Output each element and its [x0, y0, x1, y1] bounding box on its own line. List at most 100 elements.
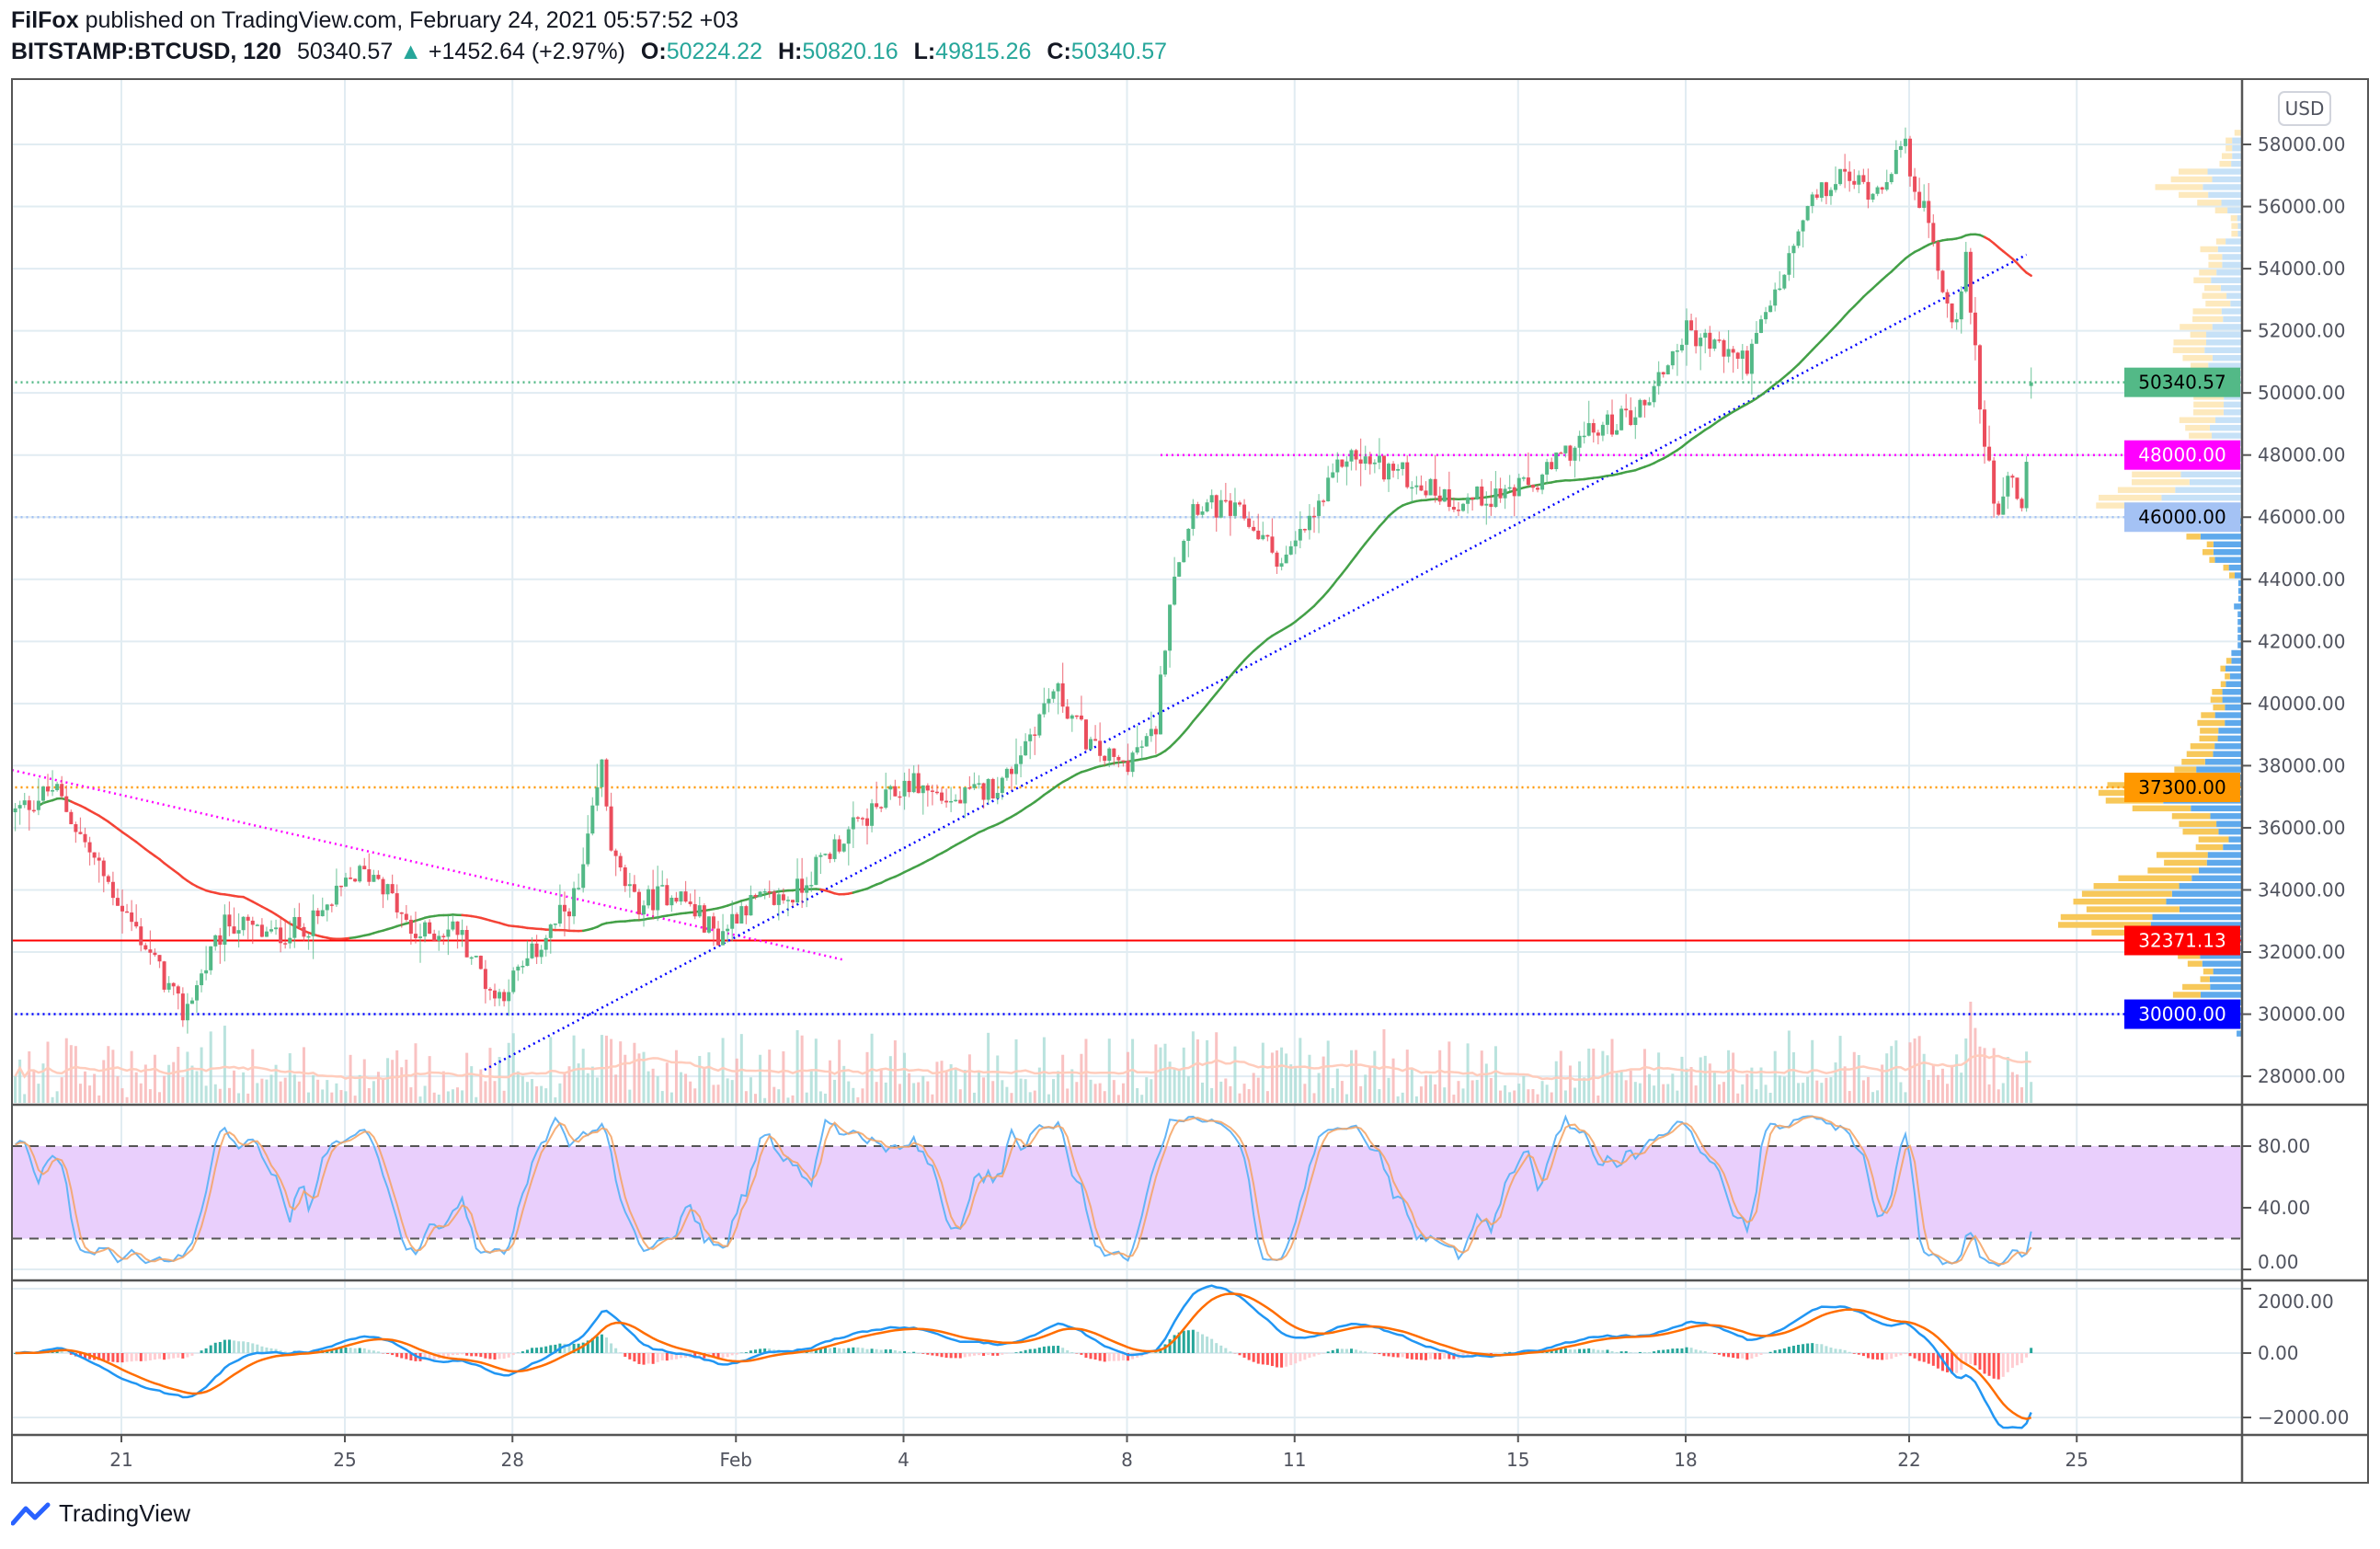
- candle[interactable]: [884, 773, 888, 809]
- candle[interactable]: [200, 969, 204, 993]
- candle[interactable]: [613, 848, 618, 877]
- candle[interactable]: [1480, 478, 1484, 507]
- candle[interactable]: [1977, 344, 1982, 424]
- candle[interactable]: [572, 881, 577, 924]
- candle[interactable]: [730, 900, 735, 942]
- candle[interactable]: [1936, 239, 1940, 280]
- candle[interactable]: [1173, 556, 1177, 606]
- candle[interactable]: [1898, 141, 1903, 158]
- candle[interactable]: [1722, 338, 1726, 373]
- candle[interactable]: [1433, 454, 1437, 503]
- candle[interactable]: [1060, 662, 1065, 713]
- candle[interactable]: [1247, 511, 1252, 529]
- candle[interactable]: [1726, 329, 1731, 363]
- candle[interactable]: [511, 967, 516, 994]
- candle[interactable]: [493, 983, 498, 1007]
- candle[interactable]: [358, 864, 362, 883]
- candle[interactable]: [1745, 346, 1749, 376]
- candle[interactable]: [916, 764, 921, 794]
- candle[interactable]: [1228, 493, 1232, 536]
- candle[interactable]: [949, 786, 954, 812]
- candle[interactable]: [1139, 740, 1144, 761]
- candle[interactable]: [55, 781, 60, 792]
- candle[interactable]: [385, 883, 390, 901]
- candle[interactable]: [176, 984, 180, 1010]
- candle[interactable]: [977, 774, 981, 789]
- candle[interactable]: [213, 934, 218, 951]
- candle[interactable]: [875, 781, 879, 809]
- candle[interactable]: [1121, 760, 1126, 767]
- candle[interactable]: [1288, 541, 1293, 556]
- candle[interactable]: [1997, 500, 2001, 517]
- candle[interactable]: [1232, 488, 1237, 519]
- candle[interactable]: [162, 960, 166, 993]
- candle[interactable]: [408, 915, 413, 945]
- candle[interactable]: [958, 786, 963, 804]
- candle[interactable]: [1521, 476, 1526, 482]
- candle[interactable]: [1810, 191, 1814, 213]
- candle[interactable]: [1037, 713, 1042, 739]
- candle[interactable]: [995, 776, 1000, 805]
- candle[interactable]: [656, 866, 660, 922]
- candle[interactable]: [1880, 186, 1884, 194]
- candle[interactable]: [744, 904, 749, 924]
- candle[interactable]: [1577, 430, 1582, 462]
- candle[interactable]: [1191, 499, 1196, 536]
- candle[interactable]: [1582, 421, 1586, 444]
- candle[interactable]: [646, 885, 651, 909]
- candle[interactable]: [1242, 499, 1247, 521]
- candle[interactable]: [320, 897, 325, 917]
- candle[interactable]: [13, 803, 17, 832]
- candle[interactable]: [498, 988, 502, 1006]
- candle[interactable]: [64, 785, 69, 813]
- candle[interactable]: [1838, 168, 1843, 186]
- candle[interactable]: [669, 895, 674, 912]
- candle[interactable]: [1484, 491, 1489, 525]
- candle[interactable]: [1093, 725, 1098, 741]
- candle[interactable]: [1852, 168, 1857, 189]
- candle[interactable]: [441, 933, 446, 946]
- candle[interactable]: [837, 835, 841, 854]
- candle[interactable]: [1796, 229, 1801, 248]
- candle[interactable]: [1238, 500, 1242, 507]
- candle[interactable]: [2020, 497, 2024, 512]
- candle[interactable]: [1545, 458, 1550, 485]
- candle[interactable]: [1610, 399, 1615, 437]
- candle[interactable]: [180, 987, 185, 1027]
- candle[interactable]: [1009, 766, 1013, 791]
- candle[interactable]: [223, 904, 227, 962]
- candle[interactable]: [418, 924, 423, 963]
- candle[interactable]: [204, 946, 209, 981]
- candle[interactable]: [525, 940, 530, 967]
- candle[interactable]: [590, 797, 595, 836]
- candle[interactable]: [250, 916, 255, 945]
- candle[interactable]: [809, 871, 814, 892]
- candle[interactable]: [1349, 448, 1354, 471]
- candle[interactable]: [818, 852, 823, 875]
- candle[interactable]: [1442, 488, 1447, 502]
- candle[interactable]: [106, 874, 110, 885]
- brand-name[interactable]: TradingView: [59, 1499, 191, 1527]
- candle[interactable]: [567, 908, 572, 931]
- candle[interactable]: [329, 902, 334, 912]
- candle[interactable]: [1665, 364, 1670, 375]
- candle[interactable]: [618, 853, 623, 872]
- candle[interactable]: [1717, 331, 1722, 343]
- candle[interactable]: [1149, 711, 1153, 742]
- candle[interactable]: [823, 853, 828, 856]
- candle[interactable]: [1773, 282, 1778, 312]
- candle[interactable]: [325, 903, 329, 922]
- symbol-name[interactable]: BITSTAMP:BTCUSD, 120: [11, 39, 282, 64]
- candle[interactable]: [692, 889, 697, 920]
- candle[interactable]: [1927, 182, 1931, 238]
- candle[interactable]: [841, 843, 846, 853]
- candle[interactable]: [334, 868, 338, 907]
- candle[interactable]: [1451, 497, 1456, 512]
- candle[interactable]: [288, 920, 292, 949]
- author-name[interactable]: FilFox: [11, 7, 79, 33]
- candle[interactable]: [1983, 400, 1987, 465]
- candle[interactable]: [1908, 135, 1913, 187]
- macd-pane[interactable]: [14, 1284, 2033, 1429]
- candle[interactable]: [651, 869, 656, 920]
- candle[interactable]: [1205, 499, 1209, 513]
